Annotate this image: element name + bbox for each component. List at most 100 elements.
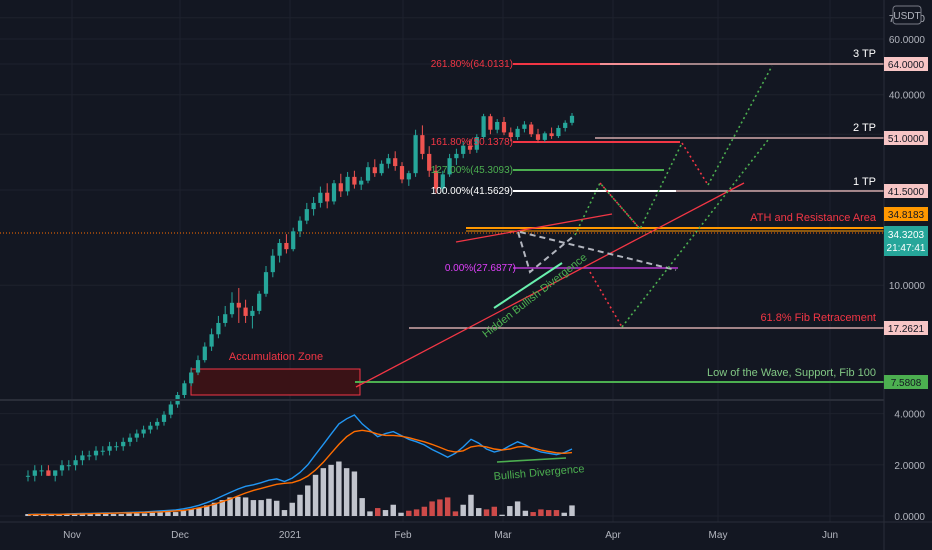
candle-body: [46, 470, 51, 476]
fib-1618-label: 161.80%(50.1378): [431, 137, 513, 148]
candle-body: [182, 383, 187, 395]
histogram-bar: [390, 504, 396, 516]
fib-100-label: 100.00%(41.5629): [431, 186, 513, 197]
histogram-bar: [569, 505, 575, 516]
time-tick-label: Apr: [605, 530, 621, 541]
candle-body: [53, 470, 58, 476]
candle-body: [311, 202, 316, 210]
candle-body: [495, 121, 500, 130]
histogram-bar: [491, 506, 498, 516]
candle-body: [263, 272, 269, 294]
currency-label[interactable]: USDT: [893, 11, 920, 22]
histogram-bar: [406, 510, 412, 516]
accumulation-zone-box: [190, 368, 361, 396]
histogram-bar: [172, 512, 179, 516]
time-tick-label: Jun: [822, 530, 838, 541]
triangle-pattern: [517, 231, 576, 274]
histogram-bar: [258, 500, 264, 516]
histogram-bar: [297, 494, 303, 516]
svg-text:34.8183: 34.8183: [888, 210, 925, 221]
osc-line-1: [27, 429, 573, 516]
histogram-bar: [538, 509, 544, 516]
histogram-bar: [413, 509, 420, 516]
candle-body: [202, 346, 207, 361]
candle-body: [209, 334, 214, 347]
candle-body: [393, 158, 398, 167]
histogram-bar: [211, 502, 218, 516]
histogram-bar: [219, 500, 226, 516]
candle-body: [277, 242, 282, 256]
candle-body: [474, 137, 479, 150]
svg-text:34.3203: 34.3203: [888, 230, 925, 241]
tp3-label: 3 TP: [853, 48, 876, 60]
histogram-bar: [553, 510, 560, 516]
histogram-bar: [110, 514, 117, 516]
histogram-bar: [289, 502, 295, 516]
histogram-bar: [483, 509, 490, 516]
candle-body: [447, 158, 452, 175]
hidden-divergence-line: [493, 262, 563, 309]
candle-body: [291, 231, 296, 250]
currency-button[interactable]: [892, 5, 922, 25]
histogram-bar: [421, 506, 428, 516]
candle-body: [325, 192, 330, 202]
tp3-price-tag: 64.0000: [884, 57, 928, 71]
svg-text:17.2621: 17.2621: [888, 324, 925, 335]
histogram-bar: [444, 497, 451, 516]
candle-body: [141, 429, 146, 434]
histogram-bar: [165, 512, 171, 516]
candle-body: [345, 176, 350, 192]
ath-label: ATH and Resistance Area: [750, 212, 877, 224]
svg-text:41.5000: 41.5000: [888, 187, 925, 198]
histogram-bar: [514, 501, 521, 516]
accumulation-zone-label: Accumulation Zone: [229, 351, 323, 363]
histogram-bar: [180, 510, 187, 516]
histogram-bar: [343, 468, 350, 516]
histogram-bar: [351, 471, 358, 516]
candle-body: [93, 450, 99, 456]
candle-body: [304, 209, 309, 221]
histogram-bar: [507, 506, 513, 516]
svg-text:64.0000: 64.0000: [888, 60, 925, 71]
candle-body: [420, 135, 425, 154]
candle-body: [189, 372, 194, 384]
candle-body: [542, 133, 547, 140]
histogram-bar: [266, 498, 272, 516]
fib-0-label: 0.00%(27.6877): [445, 263, 516, 274]
time-tick-label: Dec: [171, 530, 189, 541]
histogram-bar: [305, 485, 311, 516]
time-tick-label: Nov: [63, 530, 81, 541]
triangle-pattern-lower: [519, 231, 677, 271]
histogram-bar: [134, 513, 140, 516]
price-tick-label: 10.0000: [889, 281, 926, 292]
oscillator-axis[interactable]: 4.0000 2.0000 0.0000: [894, 410, 925, 523]
svg-text:51.0000: 51.0000: [888, 134, 925, 145]
candle-body: [413, 135, 418, 174]
low-price-tag: 7.5808: [884, 375, 928, 389]
candle-body: [66, 465, 71, 467]
histogram-bar: [530, 512, 536, 516]
histogram-bar: [250, 500, 257, 516]
histogram-bar: [95, 514, 101, 516]
histogram-bar: [87, 514, 93, 516]
histogram-bar: [242, 497, 249, 516]
candle-body: [365, 167, 371, 181]
histogram-bar: [281, 510, 288, 516]
candle-body: [223, 314, 228, 323]
time-axis[interactable]: Nov Dec 2021 Feb Mar Apr May Jun: [63, 530, 838, 541]
candle-body: [529, 124, 534, 135]
candle-body: [39, 470, 44, 472]
candle-body: [250, 310, 255, 316]
candle-body: [155, 421, 160, 426]
candle-body: [379, 163, 384, 174]
candle-body: [481, 116, 486, 138]
candle-body: [168, 404, 173, 415]
upper-channel-line: [455, 213, 613, 243]
candle-body: [508, 132, 513, 138]
candle-body: [556, 127, 561, 137]
candle-body: [515, 128, 520, 138]
candle-body: [563, 122, 568, 128]
candle-body: [87, 455, 92, 457]
candle-body: [73, 460, 78, 466]
projected-path-green: [574, 142, 683, 236]
